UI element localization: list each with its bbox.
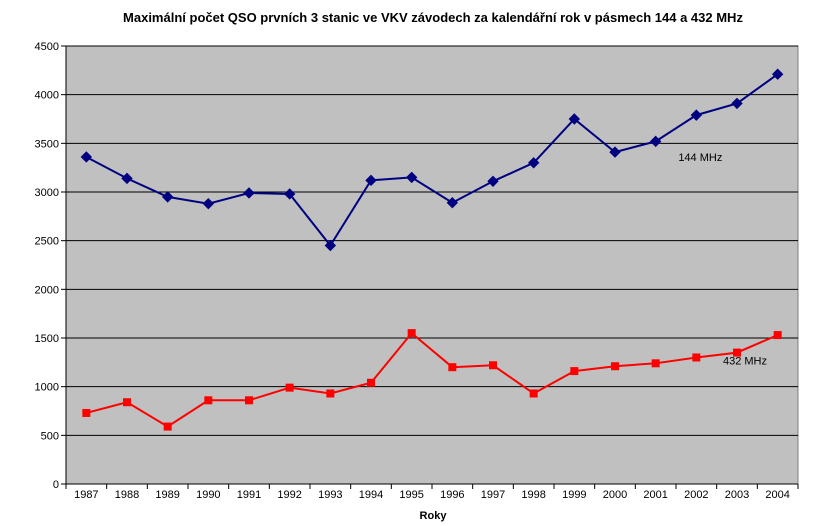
x-tick-label: 1995: [399, 489, 423, 501]
data-point: [771, 68, 784, 80]
plot-area: 0 500 1000 1500 2000 2500 3000 3500 4000 4500 1987…: [35, 41, 799, 501]
data-point: [245, 396, 253, 405]
data-point: [80, 151, 93, 163]
x-tick-label: 1994: [359, 489, 383, 501]
data-point: [609, 146, 621, 158]
series-label-144: 144 MHz: [678, 152, 722, 164]
x-tick-label: 1991: [237, 489, 261, 501]
y-tick-label: 500: [41, 430, 59, 442]
data-point: [243, 187, 255, 199]
data-point: [285, 383, 294, 392]
data-point: [324, 239, 337, 252]
data-point: [529, 389, 538, 398]
data-point: [163, 422, 172, 431]
data-point: [649, 135, 662, 148]
x-tick-label: 1990: [196, 489, 220, 501]
x-tick-label: 1999: [562, 489, 586, 501]
data-point: [123, 398, 131, 407]
y-tick-label: 4500: [35, 41, 59, 53]
data-point: [367, 378, 375, 387]
x-tick-label: 2002: [684, 489, 708, 501]
y-tick-label: 3000: [35, 187, 59, 199]
x-tick-label: 2004: [765, 489, 789, 501]
x-tick-label: 1989: [155, 489, 179, 501]
x-tick-label: 1993: [318, 489, 342, 501]
y-tick-label: 2000: [35, 284, 59, 296]
data-point: [326, 389, 335, 398]
data-point: [690, 109, 703, 121]
y-tick-label: 1500: [35, 333, 59, 345]
data-point: [570, 367, 579, 376]
data-point: [204, 396, 213, 405]
y-tick-label: 0: [53, 479, 59, 491]
data-point: [82, 408, 91, 417]
data-point: [568, 113, 581, 125]
data-point: [283, 188, 296, 200]
y-tick-label: 4000: [35, 90, 59, 102]
y-tick-label: 2500: [35, 236, 59, 248]
x-tick-label: 1998: [521, 489, 545, 501]
data-point: [611, 362, 619, 371]
data-point: [487, 175, 499, 188]
data-point: [121, 172, 133, 185]
y-tick-label: 3500: [35, 138, 59, 150]
data-point: [733, 348, 741, 357]
x-tick-label: 1987: [74, 489, 98, 501]
data-point: [692, 353, 701, 362]
data-point: [448, 363, 457, 372]
data-point: [773, 331, 782, 340]
x-tick-label: 2001: [643, 489, 667, 501]
data-point: [651, 359, 660, 368]
series-label-432: 432 MHz: [723, 355, 767, 367]
data-point: [405, 171, 418, 184]
x-tick-label: 1988: [115, 489, 139, 501]
x-tick-label: 2000: [603, 489, 627, 501]
data-point: [202, 197, 215, 210]
data-point: [446, 196, 459, 209]
data-point: [731, 97, 743, 110]
data-point: [527, 157, 540, 169]
data-point: [365, 174, 377, 187]
plot-background: [65, 45, 799, 485]
data-point: [407, 329, 416, 338]
series-line-2: [86, 331, 779, 428]
data-point: [161, 191, 174, 203]
series-line-1: [85, 73, 779, 248]
y-tick-label: 1000: [35, 382, 59, 394]
data-point: [489, 361, 497, 370]
x-axis-title: Roky: [420, 510, 448, 522]
x-tick-label: 1997: [481, 489, 505, 501]
x-tick-label: 2003: [725, 489, 749, 501]
x-tick-label: 1996: [440, 489, 464, 501]
x-tick-label: 1992: [277, 489, 301, 501]
chart-title: Maximální počet QSO prvních 3 stanic ve …: [123, 10, 743, 25]
